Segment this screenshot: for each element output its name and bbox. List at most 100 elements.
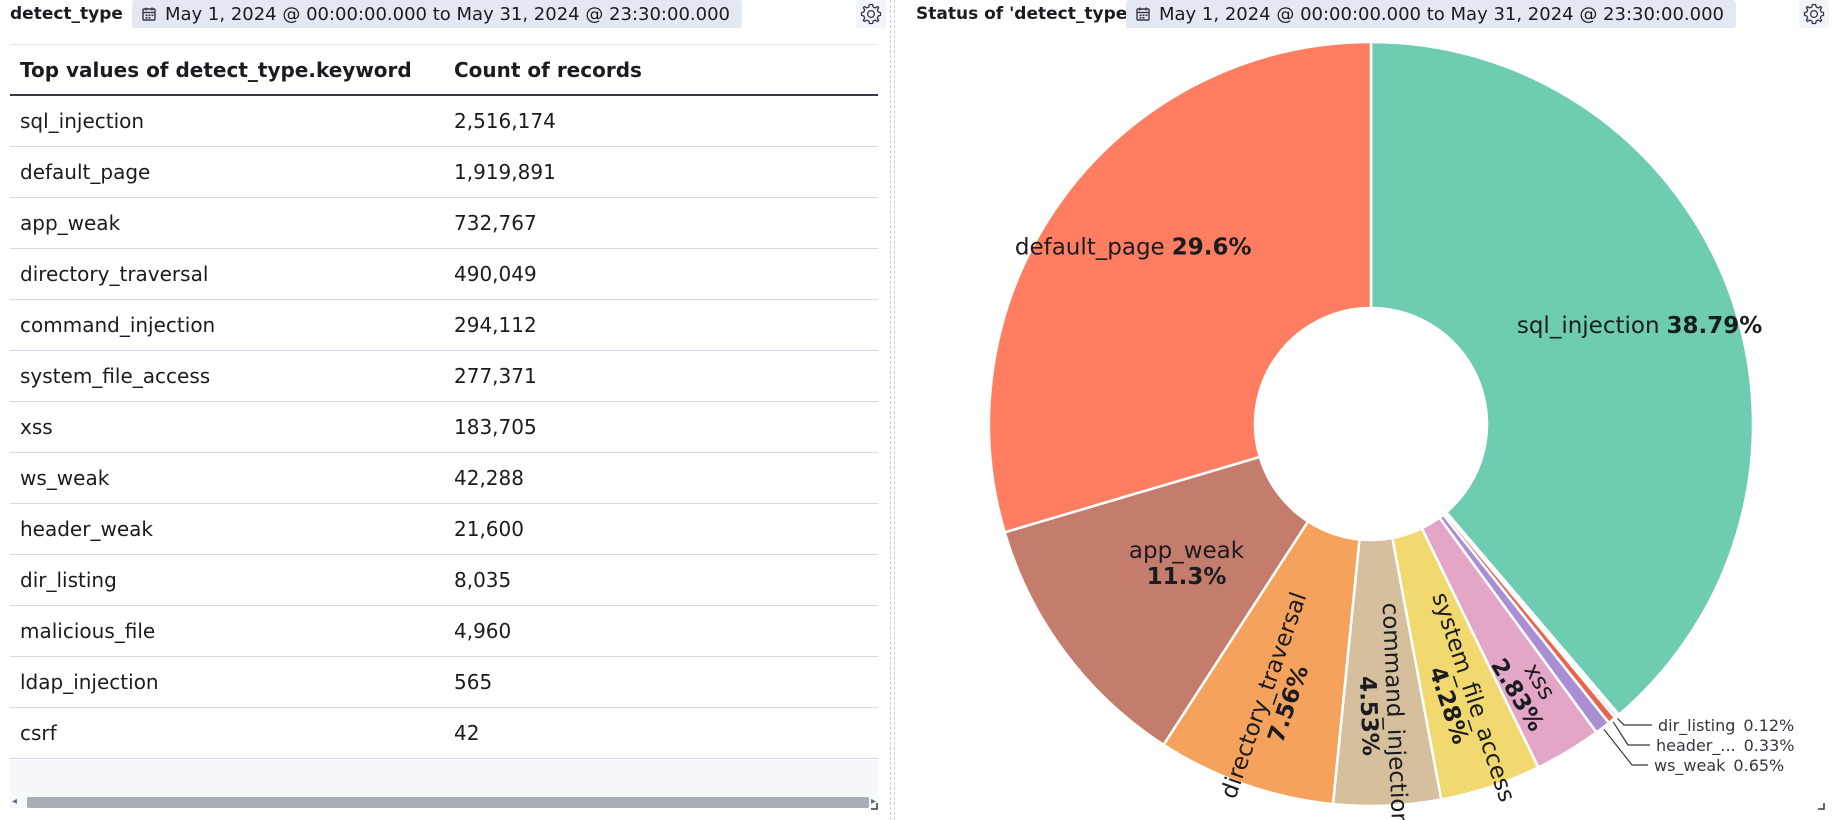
cell-keyword: csrf bbox=[10, 707, 444, 759]
panel-divider-inner bbox=[894, 0, 895, 820]
table-row: system_file_access 277,371 bbox=[10, 350, 878, 402]
cell-keyword: malicious_file bbox=[10, 605, 444, 657]
slice-percent: 0.65% bbox=[1733, 756, 1784, 775]
leader-line bbox=[1612, 721, 1650, 746]
gear-icon bbox=[1803, 3, 1825, 25]
table-row: header_weak 21,600 bbox=[10, 503, 878, 555]
slice-percent: 0.33% bbox=[1744, 736, 1795, 755]
cell-keyword: xss bbox=[10, 401, 444, 453]
slice-percent: 11.3% bbox=[1147, 564, 1227, 590]
leader-line bbox=[1603, 728, 1648, 766]
slice-label-group: default_page 29.6% bbox=[1015, 234, 1252, 260]
cell-count: 8,035 bbox=[444, 554, 878, 606]
cell-count: 21,600 bbox=[444, 503, 878, 555]
panel-settings-button[interactable] bbox=[856, 0, 886, 28]
horizontal-scrollbar[interactable]: ◂ ▸ bbox=[10, 795, 878, 809]
slice-label: default_page 29.6% bbox=[1015, 234, 1252, 260]
column-header-keyword[interactable]: Top values of detect_type.keyword bbox=[10, 44, 444, 96]
table-row: command_injection 294,112 bbox=[10, 299, 878, 351]
cell-keyword: sql_injection bbox=[10, 95, 444, 147]
cell-count: 277,371 bbox=[444, 350, 878, 402]
scroll-right-arrow-icon[interactable]: ▸ bbox=[870, 796, 876, 807]
table-row: dir_listing 8,035 bbox=[10, 554, 878, 606]
cell-count: 183,705 bbox=[444, 401, 878, 453]
slice-percent: 38.79% bbox=[1667, 313, 1763, 339]
slice-label-group: xss2.83% bbox=[1485, 641, 1571, 736]
chart-panel-header: Status of 'detect_type' May 1, 2024 @ 00… bbox=[904, 0, 1835, 30]
slice-name: dir_listing bbox=[1658, 716, 1735, 736]
time-range-text: May 1, 2024 @ 00:00:00.000 to May 31, 20… bbox=[165, 3, 730, 25]
slice-label: xss2.83% bbox=[1485, 641, 1571, 736]
table-row: default_page 1,919,891 bbox=[10, 146, 878, 198]
cell-keyword: ldap_injection bbox=[10, 656, 444, 708]
calendar-icon bbox=[142, 7, 156, 21]
donut-slices bbox=[987, 40, 1755, 808]
cell-keyword: app_weak bbox=[10, 197, 444, 249]
slice-label-group: sql_injection 38.79% bbox=[1517, 313, 1762, 339]
slice-outside-label: ws_weak 0.65% bbox=[1654, 756, 1784, 776]
slice-label: sql_injection 38.79% bbox=[1517, 313, 1762, 339]
column-header-count[interactable]: Count of records bbox=[444, 44, 878, 96]
cell-count: 565 bbox=[444, 656, 878, 708]
calendar-icon bbox=[1136, 7, 1150, 21]
panel-divider bbox=[890, 0, 891, 820]
top-values-table: Top values of detect_type.keyword Count … bbox=[10, 44, 878, 759]
slice-label: app_weak 11.3% bbox=[1129, 538, 1245, 590]
cell-keyword: directory_traversal bbox=[10, 248, 444, 300]
pie-slice-default-page[interactable] bbox=[987, 40, 1373, 534]
table-panel-title: detect_type bbox=[10, 4, 123, 24]
slice-label-group: app_weak 11.3% bbox=[1129, 538, 1245, 590]
cell-count: 2,516,174 bbox=[444, 95, 878, 147]
cell-keyword: default_page bbox=[10, 146, 444, 198]
slice-name: default_page bbox=[1015, 234, 1165, 260]
cell-count: 4,960 bbox=[444, 605, 878, 657]
table-row: directory_traversal 490,049 bbox=[10, 248, 878, 300]
cell-keyword: system_file_access bbox=[10, 350, 444, 402]
cell-count: 1,919,891 bbox=[444, 146, 878, 198]
table-panel: detect_type May 1, 2024 @ 00:00:00.000 t… bbox=[0, 0, 888, 820]
cell-count: 294,112 bbox=[444, 299, 878, 351]
time-range-badge[interactable]: May 1, 2024 @ 00:00:00.000 to May 31, 20… bbox=[1126, 0, 1736, 28]
slice-outside-label: dir_listing 0.12% bbox=[1658, 716, 1794, 736]
resize-handle-icon[interactable] bbox=[1816, 801, 1826, 811]
cell-keyword: dir_listing bbox=[10, 554, 444, 606]
table-row: ws_weak 42,288 bbox=[10, 452, 878, 504]
leader-line bbox=[1617, 718, 1652, 726]
time-range-badge[interactable]: May 1, 2024 @ 00:00:00.000 to May 31, 20… bbox=[132, 0, 742, 28]
slice-percent: 4.53% bbox=[1354, 676, 1383, 757]
slice-percent: 0.12% bbox=[1743, 716, 1794, 735]
table-row: sql_injection 2,516,174 bbox=[10, 95, 878, 147]
panel-settings-button[interactable] bbox=[1799, 0, 1829, 28]
time-range-text: May 1, 2024 @ 00:00:00.000 to May 31, 20… bbox=[1159, 3, 1724, 25]
gear-icon bbox=[860, 3, 882, 25]
cell-keyword: command_injection bbox=[10, 299, 444, 351]
cell-keyword: header_weak bbox=[10, 503, 444, 555]
table-row: ldap_injection 565 bbox=[10, 656, 878, 708]
table-row: app_weak 732,767 bbox=[10, 197, 878, 249]
scrollbar-thumb[interactable] bbox=[27, 797, 869, 808]
slice-name: ws_weak bbox=[1654, 756, 1726, 776]
table-row: csrf 42 bbox=[10, 707, 878, 759]
table-row: malicious_file 4,960 bbox=[10, 605, 878, 657]
cell-keyword: ws_weak bbox=[10, 452, 444, 504]
table-row: xss 183,705 bbox=[10, 401, 878, 453]
cell-count: 42 bbox=[444, 707, 878, 759]
slice-name: header_... bbox=[1656, 736, 1736, 756]
cell-count: 42,288 bbox=[444, 452, 878, 504]
donut-chart: sql_injection 38.79%xss2.83%system_file_a… bbox=[987, 40, 1794, 820]
pie-slice-sql-injection[interactable] bbox=[1369, 40, 1755, 717]
scroll-left-arrow-icon[interactable]: ◂ bbox=[12, 796, 18, 807]
slice-name: app_weak bbox=[1129, 538, 1245, 564]
slice-name: sql_injection bbox=[1517, 313, 1660, 339]
chart-panel-title: Status of 'detect_type' bbox=[916, 4, 1133, 24]
pie-slice-directory-traversal[interactable] bbox=[1161, 519, 1361, 806]
resize-handle-icon[interactable] bbox=[869, 801, 879, 811]
slice-outside-label: header_... 0.33% bbox=[1656, 736, 1794, 756]
chart-panel: Status of 'detect_type' May 1, 2024 @ 00… bbox=[904, 0, 1835, 820]
slice-percent: 29.6% bbox=[1172, 234, 1252, 260]
pie-slice-app-weak[interactable] bbox=[1003, 455, 1310, 747]
cell-count: 490,049 bbox=[444, 248, 878, 300]
table-header-row: Top values of detect_type.keyword Count … bbox=[10, 44, 878, 96]
cell-count: 732,767 bbox=[444, 197, 878, 249]
table-panel-header: detect_type May 1, 2024 @ 00:00:00.000 t… bbox=[0, 0, 888, 30]
